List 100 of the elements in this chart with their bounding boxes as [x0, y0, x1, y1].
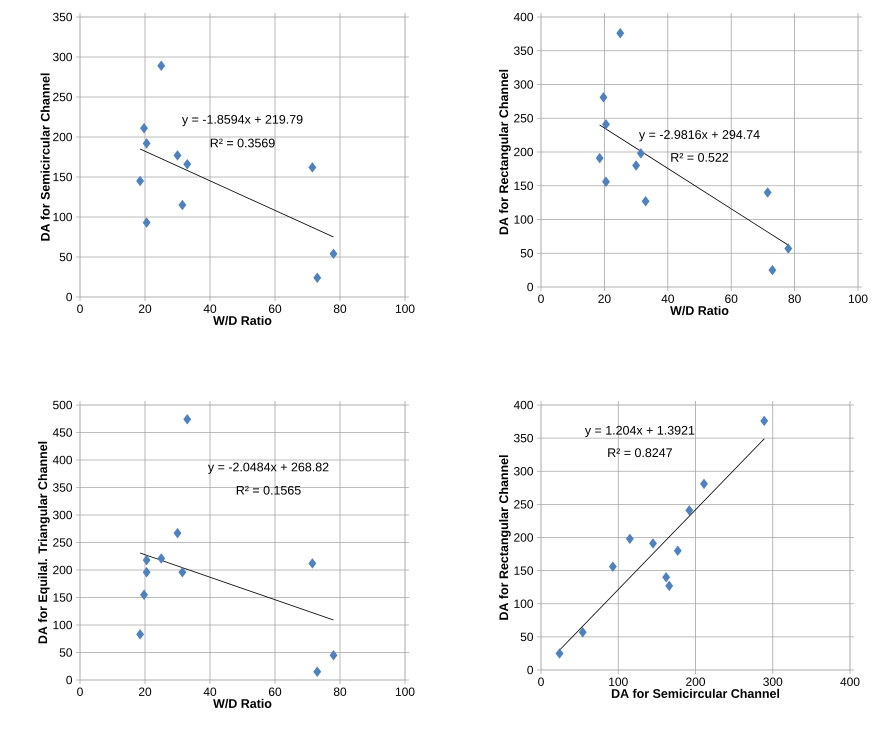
x-axis-title: W/D Ratio — [213, 698, 272, 708]
point — [174, 528, 182, 538]
point — [596, 152, 604, 164]
y-tick-label: 150 — [514, 566, 534, 575]
x-tick-label: 0 — [77, 304, 83, 313]
point — [649, 538, 657, 549]
point — [136, 629, 144, 640]
y-axis-title: DA for Rectangular Channel — [499, 70, 511, 234]
y-tick-label: 350 — [52, 483, 72, 492]
y-tick-label: 0 — [527, 666, 534, 674]
y-tick-label: 300 — [52, 52, 72, 62]
point — [142, 217, 151, 228]
point — [665, 580, 674, 592]
x-tick-label: 20 — [138, 688, 152, 696]
y-axis-title: DA for Semicircular Channel — [40, 73, 50, 241]
point — [308, 558, 316, 569]
x-tick-label: 40 — [204, 688, 216, 696]
annotation: R² = 0.522 — [671, 153, 728, 162]
y-tick-label: 50 — [60, 648, 72, 657]
point — [632, 160, 640, 171]
x-tick-label: 40 — [204, 304, 216, 313]
point — [330, 248, 338, 259]
y-tick-label: 250 — [53, 538, 72, 547]
point — [183, 414, 192, 425]
y-tick-label: 100 — [514, 600, 534, 608]
y-tick-label: 100 — [53, 212, 72, 222]
y-tick-label: 50 — [520, 632, 534, 642]
point — [600, 92, 608, 103]
x-tick-label: 60 — [725, 294, 738, 303]
point — [142, 138, 151, 149]
y-tick-label: 150 — [53, 593, 72, 602]
x-tick-label: 80 — [334, 688, 346, 696]
point — [608, 561, 617, 572]
x-tick-label: 20 — [598, 294, 611, 303]
point — [685, 505, 694, 516]
point — [174, 150, 182, 161]
y-tick-label: 250 — [53, 92, 72, 102]
x-axis-title: W/D Ratio — [213, 316, 272, 326]
y-tick-label: 150 — [53, 172, 72, 182]
point — [330, 650, 338, 660]
point — [642, 196, 650, 206]
y-tick-label: 400 — [52, 456, 72, 464]
x-tick-label: 80 — [334, 304, 346, 313]
y-tick-label: 200 — [53, 566, 72, 574]
annotation: R² = 0.3569 — [210, 138, 275, 148]
y-tick-label: 450 — [52, 428, 72, 437]
x-tick-label: 80 — [788, 294, 801, 303]
point — [178, 567, 186, 578]
point — [602, 119, 610, 130]
x-axis-title: W/D Ratio — [670, 306, 728, 316]
y-tick-label: 300 — [514, 80, 534, 89]
point — [142, 567, 151, 578]
point — [140, 590, 148, 600]
y-tick-label: 400 — [514, 400, 534, 410]
y-tick-label: 400 — [514, 12, 534, 22]
point — [556, 648, 564, 659]
annotation: R² = 0.8247 — [608, 448, 672, 458]
point — [764, 187, 772, 198]
x-tick-label: 60 — [268, 688, 282, 696]
x-tick-label: 400 — [840, 678, 860, 686]
annotation: y = 1.204x + 1.3921 — [584, 426, 694, 438]
annotation: y = -2.0484x + 268.82 — [208, 462, 328, 474]
point — [157, 553, 166, 564]
point — [760, 416, 768, 426]
y-tick-label: 300 — [514, 467, 534, 476]
y-tick-label: 100 — [53, 620, 72, 630]
point — [308, 162, 316, 173]
point — [662, 572, 670, 582]
x-tick-label: 40 — [661, 294, 674, 303]
x-tick-label: 60 — [268, 304, 282, 313]
y-tick-label: 350 — [514, 46, 534, 55]
y-tick-label: 50 — [60, 252, 72, 262]
y-axis-title: DA for Rectangular Channel — [499, 455, 511, 620]
point — [313, 666, 322, 677]
point — [626, 534, 634, 544]
point — [768, 264, 776, 276]
y-tick-label: 150 — [514, 182, 534, 190]
y-tick-label: 200 — [514, 533, 534, 542]
y-tick-label: 250 — [514, 500, 534, 509]
point — [136, 176, 144, 186]
y-tick-label: 500 — [53, 400, 72, 410]
point — [784, 243, 792, 254]
x-tick-label: 0 — [538, 294, 544, 303]
point — [142, 554, 151, 566]
x-tick-label: 0 — [77, 688, 83, 696]
annotation: y = -1.8594x + 219.79 — [182, 114, 302, 126]
point — [578, 627, 587, 638]
point — [183, 159, 192, 170]
y-tick-label: 350 — [52, 12, 72, 22]
x-tick-label: 200 — [686, 678, 706, 686]
x-tick-label: 300 — [763, 678, 782, 686]
annotation: y = -2.9816x + 294.74 — [638, 130, 760, 142]
y-tick-label: 250 — [514, 114, 534, 122]
point — [157, 60, 166, 71]
x-tick-label: 100 — [848, 294, 868, 303]
point — [140, 123, 148, 134]
y-tick-label: 300 — [52, 510, 72, 520]
x-axis-title: DA for Semicircular Channel — [612, 688, 780, 698]
y-axis-title: DA for Equilal. Triangular Channel — [38, 442, 50, 644]
point — [700, 478, 708, 490]
